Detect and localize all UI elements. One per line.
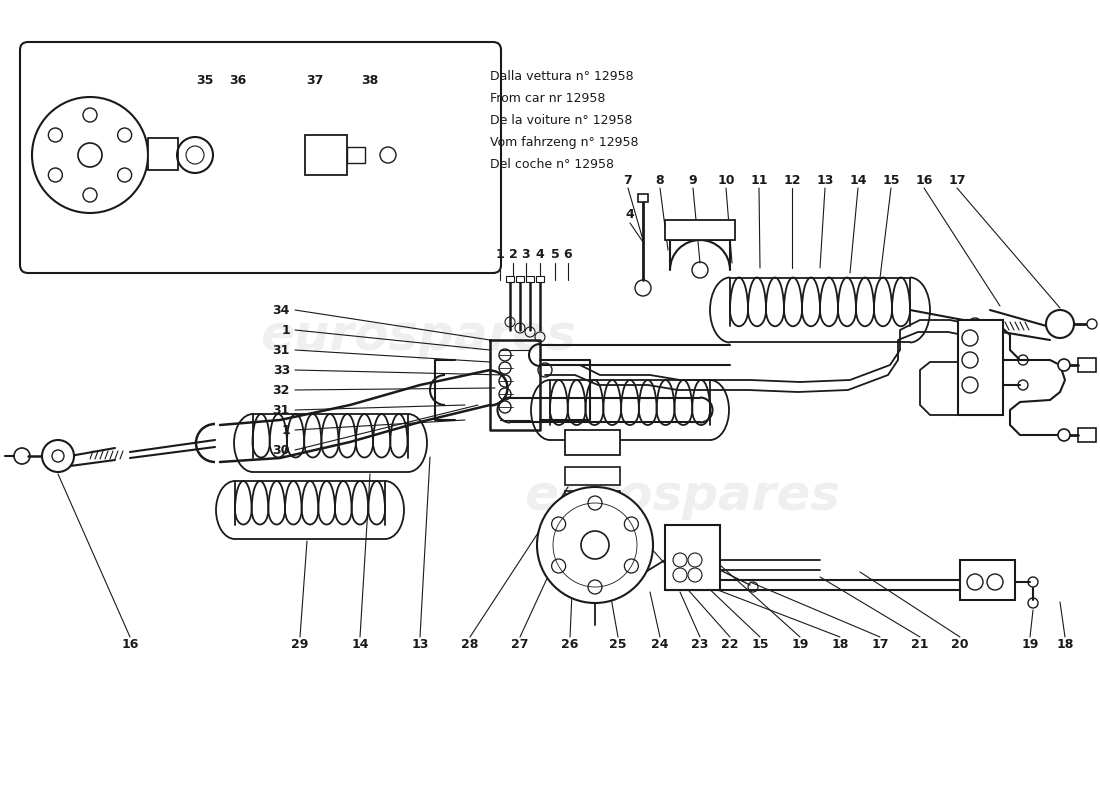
Bar bbox=[526, 276, 534, 282]
Bar bbox=[565, 491, 620, 505]
Text: 11: 11 bbox=[750, 174, 768, 186]
Text: 28: 28 bbox=[461, 638, 478, 651]
Text: 4: 4 bbox=[626, 209, 635, 222]
FancyBboxPatch shape bbox=[20, 42, 500, 273]
Text: 6: 6 bbox=[563, 249, 572, 262]
Text: 15: 15 bbox=[751, 638, 769, 651]
Bar bbox=[536, 276, 544, 282]
Text: 19: 19 bbox=[791, 638, 808, 651]
Bar bbox=[346, 147, 365, 163]
Text: 9: 9 bbox=[689, 174, 697, 186]
Text: 17: 17 bbox=[948, 174, 966, 186]
Circle shape bbox=[32, 97, 148, 213]
Text: 18: 18 bbox=[832, 638, 849, 651]
Text: 17: 17 bbox=[871, 638, 889, 651]
Text: 23: 23 bbox=[691, 638, 708, 651]
Text: 34: 34 bbox=[273, 303, 290, 317]
Text: 14: 14 bbox=[849, 174, 867, 186]
Text: 16: 16 bbox=[121, 638, 139, 651]
Bar bbox=[638, 194, 648, 202]
Text: 33: 33 bbox=[273, 363, 290, 377]
Text: 30: 30 bbox=[273, 443, 290, 457]
Text: 15: 15 bbox=[882, 174, 900, 186]
Circle shape bbox=[537, 487, 653, 603]
Text: Dalla vettura n° 12958: Dalla vettura n° 12958 bbox=[490, 70, 634, 83]
Text: 37: 37 bbox=[306, 74, 323, 86]
Bar bbox=[565, 430, 620, 455]
Bar bbox=[960, 560, 1015, 600]
Bar bbox=[666, 525, 720, 590]
Text: Del coche n° 12958: Del coche n° 12958 bbox=[490, 158, 614, 171]
Text: 20: 20 bbox=[952, 638, 969, 651]
Text: 21: 21 bbox=[911, 638, 928, 651]
Text: 18: 18 bbox=[1056, 638, 1074, 651]
Text: eurospares: eurospares bbox=[260, 312, 576, 360]
Text: 16: 16 bbox=[915, 174, 933, 186]
Text: 3: 3 bbox=[521, 249, 530, 262]
Text: eurospares: eurospares bbox=[524, 472, 840, 520]
Bar bbox=[516, 276, 524, 282]
Text: 7: 7 bbox=[624, 174, 632, 186]
Circle shape bbox=[1046, 310, 1074, 338]
Bar bbox=[1078, 358, 1096, 372]
Text: 10: 10 bbox=[717, 174, 735, 186]
Bar bbox=[506, 276, 514, 282]
Text: 27: 27 bbox=[512, 638, 529, 651]
Text: Vom fahrzeng n° 12958: Vom fahrzeng n° 12958 bbox=[490, 136, 638, 149]
Text: 38: 38 bbox=[362, 74, 378, 86]
Text: 5: 5 bbox=[551, 249, 560, 262]
Text: 12: 12 bbox=[783, 174, 801, 186]
Text: 25: 25 bbox=[609, 638, 627, 651]
Text: 4: 4 bbox=[536, 249, 544, 262]
Text: 31: 31 bbox=[273, 403, 290, 417]
Bar bbox=[1078, 428, 1096, 442]
Bar bbox=[148, 138, 178, 170]
Bar bbox=[958, 320, 1003, 415]
Text: 35: 35 bbox=[196, 74, 213, 86]
Circle shape bbox=[1058, 429, 1070, 441]
Text: 36: 36 bbox=[230, 74, 246, 86]
Text: 24: 24 bbox=[651, 638, 669, 651]
Circle shape bbox=[1087, 319, 1097, 329]
Text: 1: 1 bbox=[496, 249, 505, 262]
Text: From car nr 12958: From car nr 12958 bbox=[490, 92, 605, 105]
Circle shape bbox=[42, 440, 74, 472]
Text: 8: 8 bbox=[656, 174, 664, 186]
Text: 13: 13 bbox=[816, 174, 834, 186]
Bar bbox=[666, 220, 735, 240]
Bar bbox=[565, 467, 620, 485]
Text: 22: 22 bbox=[722, 638, 739, 651]
Text: 1: 1 bbox=[282, 323, 290, 337]
Text: 29: 29 bbox=[292, 638, 309, 651]
Text: 31: 31 bbox=[273, 343, 290, 357]
Circle shape bbox=[1058, 359, 1070, 371]
Text: 26: 26 bbox=[561, 638, 579, 651]
Text: 13: 13 bbox=[411, 638, 429, 651]
Text: De la voiture n° 12958: De la voiture n° 12958 bbox=[490, 114, 632, 127]
Text: 19: 19 bbox=[1021, 638, 1038, 651]
Text: 1: 1 bbox=[282, 423, 290, 437]
Text: 2: 2 bbox=[508, 249, 517, 262]
Bar bbox=[305, 135, 346, 175]
Text: 14: 14 bbox=[351, 638, 369, 651]
Text: 32: 32 bbox=[273, 383, 290, 397]
